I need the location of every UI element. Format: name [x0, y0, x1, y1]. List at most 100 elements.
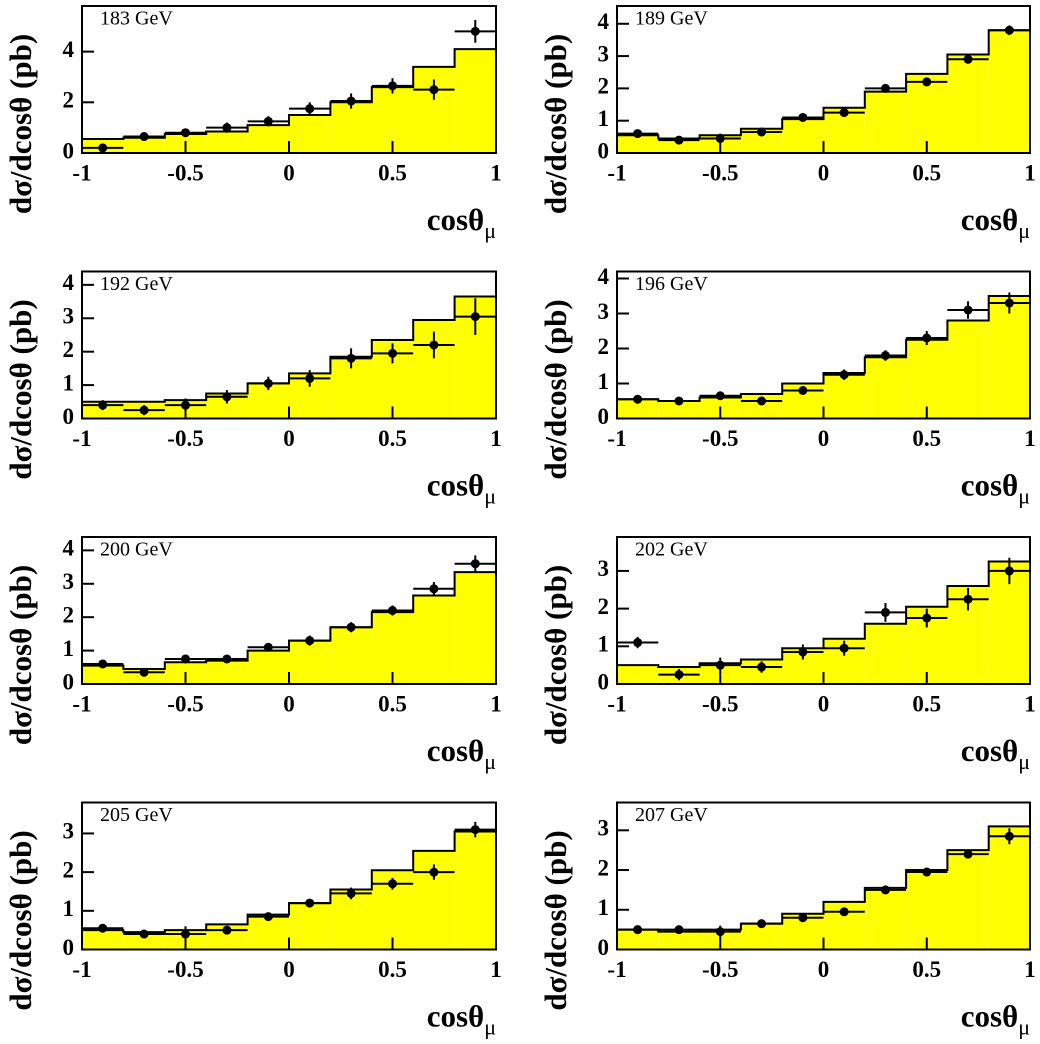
x-tick-label: 1 [490, 426, 502, 451]
y-tick-label: 2 [598, 74, 610, 99]
histogram-bar [947, 320, 989, 419]
y-tick-label: 3 [598, 41, 610, 66]
histogram-bar [413, 595, 455, 684]
y-tick-label: 1 [63, 636, 75, 661]
data-point [263, 116, 273, 126]
x-tick-label: 1 [490, 957, 502, 982]
x-axis-label-sub: μ [484, 218, 496, 243]
data-point [963, 594, 973, 604]
data-point [346, 888, 356, 898]
x-tick-label: 0 [818, 957, 830, 982]
data-point [222, 392, 232, 402]
data-point [798, 386, 808, 395]
x-axis-label-sub: μ [1018, 218, 1030, 243]
histogram-bar [454, 831, 496, 950]
y-tick-label: 1 [598, 895, 610, 920]
histogram-bar [658, 401, 700, 419]
x-axis-label-main: cosθ [961, 468, 1019, 503]
y-tick-label: 0 [598, 404, 610, 429]
panel-title: 205 GeV [100, 804, 173, 826]
y-tick-label: 4 [63, 536, 75, 561]
data-point [98, 400, 108, 410]
y-axis-label: dσ/dcosθ (pb) [3, 830, 38, 1010]
panel-title: 207 GeV [635, 804, 708, 826]
x-tick-label: -0.5 [702, 426, 738, 451]
y-tick-label: 3 [598, 816, 610, 841]
data-point [470, 825, 480, 835]
y-tick-label: 3 [598, 556, 610, 581]
histogram-bar [206, 131, 248, 153]
histogram-bar [617, 135, 659, 153]
data-point [922, 333, 932, 343]
y-axis-label: dσ/dcosθ (pb) [538, 565, 573, 745]
panel-title: 183 GeV [100, 8, 173, 30]
data-point [388, 606, 397, 615]
x-tick-label: -1 [72, 426, 91, 451]
y-tick-label: 2 [598, 855, 610, 880]
data-point [757, 919, 767, 929]
x-tick-label: -1 [72, 691, 91, 716]
x-axis-label: cosθμ [961, 468, 1030, 509]
data-point [839, 643, 849, 653]
x-tick-label: 0 [818, 160, 830, 185]
x-tick-label: 1 [490, 160, 502, 185]
data-point [757, 396, 767, 406]
data-point [798, 913, 808, 923]
x-tick-label: 0.5 [378, 160, 407, 185]
y-tick-label: 3 [63, 819, 75, 844]
data-point [263, 912, 273, 922]
histogram-bar [617, 665, 659, 684]
data-point [139, 132, 149, 142]
y-tick-label: 0 [598, 935, 610, 960]
histogram-bar [289, 903, 331, 950]
histogram-bar [782, 119, 824, 153]
histogram-bar [617, 929, 659, 950]
x-tick-label: 1 [1024, 691, 1036, 716]
data-point [139, 929, 149, 939]
data-point [674, 925, 684, 935]
y-tick-label: 3 [598, 299, 610, 324]
x-tick-label: 0.5 [378, 426, 407, 451]
y-tick-label: 1 [598, 369, 610, 394]
histogram-bar [454, 572, 496, 684]
data-point [757, 662, 767, 672]
histogram-bar [988, 296, 1030, 419]
data-point [388, 348, 397, 358]
y-tick-label: 4 [598, 9, 610, 34]
x-tick-label: 0.5 [912, 160, 941, 185]
histogram-bar [454, 49, 496, 153]
x-tick-label: -1 [607, 691, 626, 716]
data-point [963, 849, 973, 859]
y-axis-label: dσ/dcosθ (pb) [538, 830, 573, 1010]
y-tick-label: 0 [598, 669, 610, 694]
data-point [181, 654, 190, 664]
data-point [757, 127, 767, 137]
data-point [880, 607, 890, 617]
data-point [388, 81, 397, 91]
data-point [98, 923, 108, 933]
y-tick-label: 0 [63, 935, 75, 960]
x-axis-label: cosθμ [961, 202, 1030, 243]
x-axis-label-main: cosθ [961, 733, 1019, 768]
x-tick-label: 0 [283, 957, 295, 982]
x-tick-label: 0.5 [912, 957, 941, 982]
data-point [839, 907, 849, 917]
data-point [715, 927, 725, 937]
histogram-bar [906, 870, 948, 950]
x-axis-label: cosθμ [427, 999, 496, 1040]
x-axis-label: cosθμ [427, 733, 496, 774]
data-point [222, 123, 232, 133]
x-tick-label: 0 [283, 160, 295, 185]
histogram-bar [330, 102, 372, 153]
histogram-bar [906, 339, 948, 419]
data-point [346, 622, 356, 632]
histogram-bar [864, 357, 907, 419]
x-tick-label: -1 [72, 160, 91, 185]
y-tick-label: 4 [598, 264, 610, 289]
data-point [429, 340, 439, 350]
x-axis-label-sub: μ [484, 484, 496, 509]
x-tick-label: 1 [1024, 160, 1036, 185]
data-point [715, 391, 725, 401]
y-tick-label: 2 [63, 602, 75, 627]
